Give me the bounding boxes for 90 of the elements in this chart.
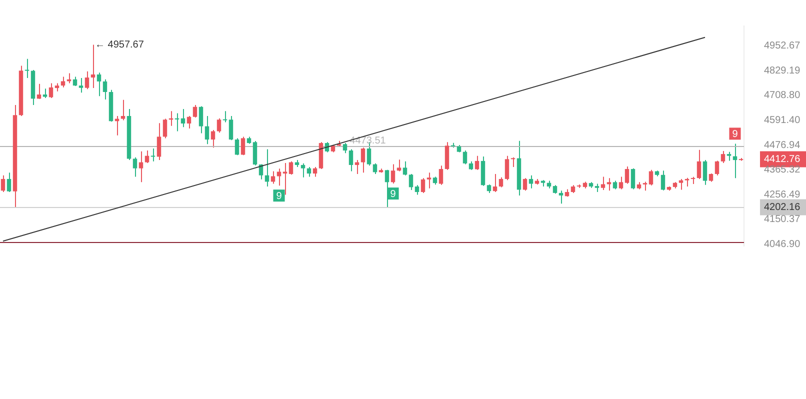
candlestick bbox=[660, 170, 666, 191]
candlestick bbox=[492, 173, 498, 193]
candlestick bbox=[288, 160, 294, 176]
candlestick bbox=[120, 99, 126, 121]
y-tick-label: 4046.90 bbox=[764, 239, 801, 250]
candlestick bbox=[96, 72, 102, 97]
candlestick bbox=[390, 164, 396, 184]
candlestick bbox=[198, 106, 204, 134]
candlestick bbox=[420, 178, 426, 194]
candlestick bbox=[252, 140, 258, 166]
candlestick bbox=[372, 162, 378, 174]
candlestick bbox=[528, 174, 534, 189]
candlestick bbox=[228, 116, 234, 141]
candlestick bbox=[90, 44, 96, 89]
candlestick bbox=[504, 155, 510, 181]
candlestick bbox=[426, 172, 432, 189]
candlestick bbox=[144, 150, 150, 164]
candlestick bbox=[462, 150, 468, 165]
candlestick bbox=[210, 129, 216, 148]
candlestick bbox=[234, 138, 240, 156]
candlestick bbox=[414, 184, 420, 196]
candlestick bbox=[156, 122, 162, 161]
candlestick bbox=[192, 104, 198, 118]
annotation: 9 bbox=[732, 128, 738, 140]
candlestick bbox=[696, 149, 702, 180]
candlestick bbox=[360, 147, 366, 174]
candlestick bbox=[600, 176, 606, 190]
candlestick bbox=[510, 156, 516, 168]
candlestick bbox=[300, 162, 306, 178]
candlestick bbox=[6, 172, 12, 193]
candlestick bbox=[618, 176, 624, 190]
candlestick bbox=[438, 165, 444, 186]
candlestick bbox=[282, 162, 288, 196]
candlestick bbox=[702, 160, 708, 186]
annotation: ← 4957.67 bbox=[95, 39, 144, 50]
candlestick bbox=[240, 136, 246, 156]
y-tick-label: 4412.76 bbox=[764, 154, 801, 165]
candlestick bbox=[348, 148, 354, 172]
candlestick bbox=[150, 148, 156, 162]
candlestick bbox=[0, 174, 6, 193]
candlestick bbox=[270, 170, 276, 184]
y-tick-label: 4829.19 bbox=[764, 65, 801, 76]
y-tick-label: 4476.94 bbox=[764, 140, 801, 151]
candlestick bbox=[222, 110, 228, 123]
candlestick bbox=[186, 116, 192, 129]
candlestick bbox=[396, 159, 402, 172]
candlestick bbox=[72, 76, 78, 86]
candlestick bbox=[42, 88, 48, 99]
candlestick bbox=[276, 168, 282, 186]
candlestick bbox=[24, 58, 30, 78]
annotation: 9 bbox=[276, 190, 282, 202]
candlestick bbox=[36, 83, 42, 100]
candlestick bbox=[162, 118, 168, 139]
candlestick bbox=[408, 173, 414, 190]
candlestick bbox=[630, 168, 636, 190]
candlestick bbox=[558, 190, 564, 204]
candlestick bbox=[216, 118, 222, 134]
y-tick-label: 4365.32 bbox=[764, 164, 801, 176]
candlestick bbox=[78, 77, 84, 94]
candlestick bbox=[402, 160, 408, 176]
candlestick bbox=[648, 169, 654, 186]
y-tick-label: 4202.16 bbox=[764, 202, 801, 214]
candlestick bbox=[60, 76, 66, 88]
y-tick-label: 4591.40 bbox=[764, 114, 801, 126]
y-tick-label: 4256.49 bbox=[764, 189, 801, 200]
candlestick bbox=[522, 178, 528, 192]
candlestick bbox=[180, 108, 186, 128]
candlestick bbox=[138, 150, 144, 183]
y-tick-label: 4708.80 bbox=[764, 90, 801, 102]
candlestick bbox=[342, 142, 348, 154]
candlestick bbox=[306, 166, 312, 178]
candlestick bbox=[102, 78, 108, 100]
candlestick bbox=[48, 82, 54, 99]
candlestick bbox=[444, 142, 450, 170]
candlestick bbox=[714, 160, 720, 176]
y-tick-label: 4150.37 bbox=[764, 214, 801, 226]
annotation: 9 bbox=[390, 188, 396, 200]
candlestick bbox=[474, 155, 480, 170]
candlestick bbox=[84, 70, 90, 90]
candlestick bbox=[312, 166, 318, 178]
candlestick bbox=[264, 148, 270, 188]
candlestick bbox=[678, 178, 684, 190]
candlestick bbox=[720, 150, 726, 164]
ref-line-label: 4473.51 bbox=[350, 135, 386, 146]
candlestick bbox=[204, 116, 210, 145]
candlestick bbox=[606, 178, 612, 192]
y-tick-label: 4952.67 bbox=[764, 40, 801, 52]
candlestick bbox=[132, 156, 138, 178]
candlestick bbox=[498, 176, 504, 188]
candlestick bbox=[624, 166, 630, 184]
